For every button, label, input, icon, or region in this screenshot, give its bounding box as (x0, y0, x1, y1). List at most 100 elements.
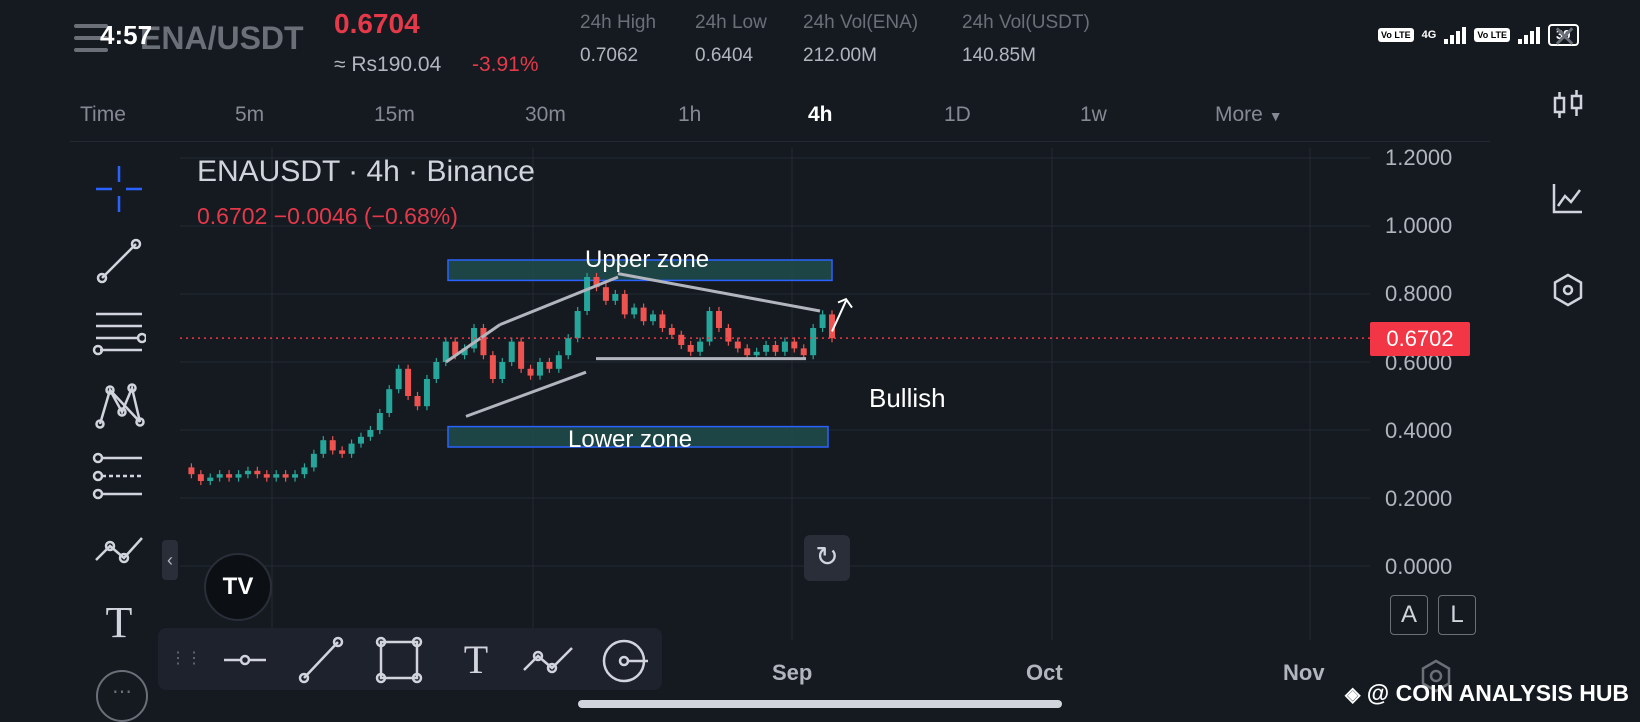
candle-body (301, 467, 308, 475)
collapse-toolbar-button[interactable]: ‹ (162, 540, 178, 580)
trendline-icon[interactable] (92, 234, 146, 288)
zone-box (447, 425, 829, 448)
candle-body (612, 294, 619, 301)
candle-body (772, 345, 779, 352)
path-icon[interactable] (92, 522, 146, 576)
candle-body (546, 362, 553, 369)
candle-body (348, 443, 355, 454)
reset-chart-button[interactable]: ↻ (804, 535, 850, 581)
candle-body (254, 470, 261, 475)
candle-body (829, 314, 835, 339)
candle-body (423, 379, 430, 407)
candle-body (357, 436, 364, 444)
header-bar (0, 0, 1640, 68)
upper-zone-label: Upper zone (585, 246, 710, 273)
trendline-icon[interactable] (296, 636, 346, 684)
candle-body (584, 277, 591, 311)
tab-15m[interactable]: 15m (374, 103, 415, 126)
more-tools-icon[interactable]: ⋯ (96, 670, 148, 722)
candle-body (433, 362, 440, 379)
fiat-price: ≈ Rs190.04 (334, 53, 442, 76)
binance-logo-icon: ◈ (1345, 684, 1361, 706)
menu-icon[interactable] (74, 24, 108, 52)
chart-settings-icon[interactable] (1418, 658, 1454, 694)
y-tick: 1.2000 (1385, 145, 1453, 170)
close-icon[interactable]: ✕ (1552, 21, 1578, 54)
candle-body (273, 474, 280, 478)
tab-4h[interactable]: 4h (808, 103, 833, 126)
channel-top-line (445, 323, 501, 364)
candle-body (395, 368, 402, 390)
candle-body (320, 440, 327, 454)
channel-bottom-line (465, 370, 587, 418)
indicator-icon[interactable] (1550, 180, 1586, 216)
auto-scale-button[interactable]: A (1390, 595, 1428, 635)
log-scale-button[interactable]: L (1438, 595, 1476, 635)
path-icon[interactable] (520, 640, 576, 680)
bullish-arrow-head (837, 297, 853, 309)
y-tick: 1.0000 (1385, 213, 1453, 238)
candle-body (810, 328, 817, 356)
horizontal-line-icon[interactable] (220, 640, 270, 680)
tab-1h[interactable]: 1h (678, 103, 702, 126)
candle-body (574, 311, 581, 339)
settings-hex-icon[interactable] (1550, 272, 1586, 308)
candle-body (602, 287, 609, 301)
candle-body (480, 328, 487, 356)
candle-body (188, 467, 195, 475)
y-tick: 0.8000 (1385, 281, 1453, 306)
candle-body (527, 368, 534, 376)
home-indicator[interactable] (578, 700, 1062, 708)
zone-layer (447, 259, 833, 448)
watermark-label: @ COIN ANALYSIS HUB (1366, 680, 1630, 706)
rectangle-icon[interactable] (374, 636, 424, 684)
candle-body (650, 314, 657, 322)
candle-body (640, 307, 647, 322)
candle-body (405, 368, 412, 396)
chart-title: ENAUSDT · 4h · Binance (197, 155, 535, 188)
text-icon[interactable]: T (463, 637, 489, 682)
circle-icon[interactable] (600, 638, 650, 684)
tab-1d[interactable]: 1D (944, 103, 971, 126)
candle-body (593, 277, 600, 288)
drag-handle-icon[interactable]: ⋮⋮ (170, 648, 202, 668)
tradingview-logo[interactable]: TV (204, 553, 272, 621)
drawing-layer (445, 272, 853, 418)
stat-low-value: 0.6404 (695, 45, 754, 66)
candle-body (753, 351, 760, 356)
channel-top-line-2 (499, 275, 619, 326)
tab-1w[interactable]: 1w (1080, 103, 1107, 126)
tab-time[interactable]: Time (80, 103, 126, 126)
crosshair-icon[interactable] (92, 162, 146, 216)
prediction-icon[interactable] (92, 450, 146, 504)
timeframe-row: Time 5m 15m 30m 1h 4h 1D 1w More ▼ (70, 95, 1490, 135)
chart-ohlc: 0.6702 −0.0046 (−0.68%) (197, 203, 458, 229)
triangle-top-line (617, 272, 821, 313)
candle-body (414, 396, 421, 407)
candle-body (715, 311, 722, 328)
candle-body (791, 341, 798, 349)
candle-body (452, 341, 459, 356)
tab-more[interactable]: More ▼ (1215, 103, 1283, 127)
tab-30m[interactable]: 30m (525, 103, 566, 126)
x-tick: Oct (1026, 660, 1063, 685)
text-tool-icon[interactable]: T (105, 598, 133, 647)
tab-5m[interactable]: 5m (235, 103, 265, 126)
y-tick: 0.0000 (1385, 554, 1453, 579)
stat-low-label: 24h Low (695, 12, 767, 33)
pair-title[interactable]: ENA/USDT (140, 20, 304, 56)
more-label: More (1215, 103, 1263, 126)
chart-grid (180, 148, 1370, 640)
lower-zone-label: Lower zone (568, 426, 693, 453)
candle-body (621, 294, 628, 315)
pattern-icon[interactable] (92, 378, 146, 432)
signal-icon-2 (1518, 26, 1541, 44)
battery-icon: 39 (1548, 24, 1579, 46)
x-tick: Nov (1283, 660, 1325, 685)
candlestick-icon[interactable] (1550, 88, 1586, 124)
fib-retracement-icon[interactable] (92, 306, 146, 360)
candle-body (197, 474, 204, 481)
candle-body (499, 362, 506, 379)
status-bar: Vo LTE 4G Vo LTE 39 (1378, 22, 1579, 48)
